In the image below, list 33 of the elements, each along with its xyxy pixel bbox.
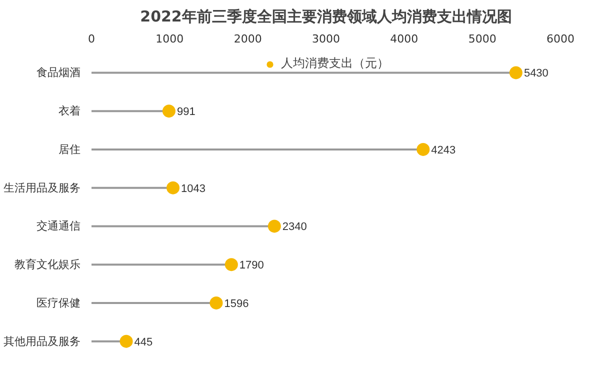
x-tick-label: 5000	[468, 32, 496, 46]
y-tick-label: 衣着	[58, 104, 80, 118]
y-tick-label: 居住	[58, 142, 80, 156]
data-label: 445	[134, 336, 153, 348]
chart-title: 2022年前三季度全国主要消费领域人均消费支出情况图	[140, 8, 512, 26]
point	[224, 258, 238, 272]
y-tick-label: 交通通信	[36, 220, 80, 233]
x-tick-label: 3000	[312, 32, 340, 46]
point	[268, 220, 281, 233]
legend-label: 人均消费支出（元）	[281, 55, 389, 72]
x-tick-label: 6000	[546, 32, 575, 46]
data-label: 2340	[282, 221, 307, 234]
point	[166, 181, 180, 194]
data-label: 1790	[239, 260, 264, 272]
data-label: 1596	[224, 298, 249, 310]
point	[210, 296, 223, 310]
x-tick-label: 1000	[156, 32, 184, 46]
point	[162, 104, 176, 118]
data-label: 5430	[524, 68, 548, 80]
x-tick-label: 0	[88, 32, 95, 46]
y-tick-label: 生活用品及服务	[4, 181, 80, 194]
point	[416, 142, 430, 156]
y-tick-label: 医疗保健	[36, 296, 80, 310]
x-tick-label: 4000	[390, 32, 418, 46]
x-tick-label: 2000	[234, 32, 262, 46]
y-tick-label: 食品烟酒	[36, 66, 80, 80]
data-label: 1043	[181, 182, 206, 195]
y-tick-label: 其他用品及服务	[4, 334, 80, 348]
point	[120, 334, 133, 348]
point	[509, 66, 522, 80]
data-label: 991	[176, 106, 196, 118]
y-tick-label: 教育文化娱乐	[14, 258, 80, 272]
data-label: 4243	[431, 144, 456, 156]
